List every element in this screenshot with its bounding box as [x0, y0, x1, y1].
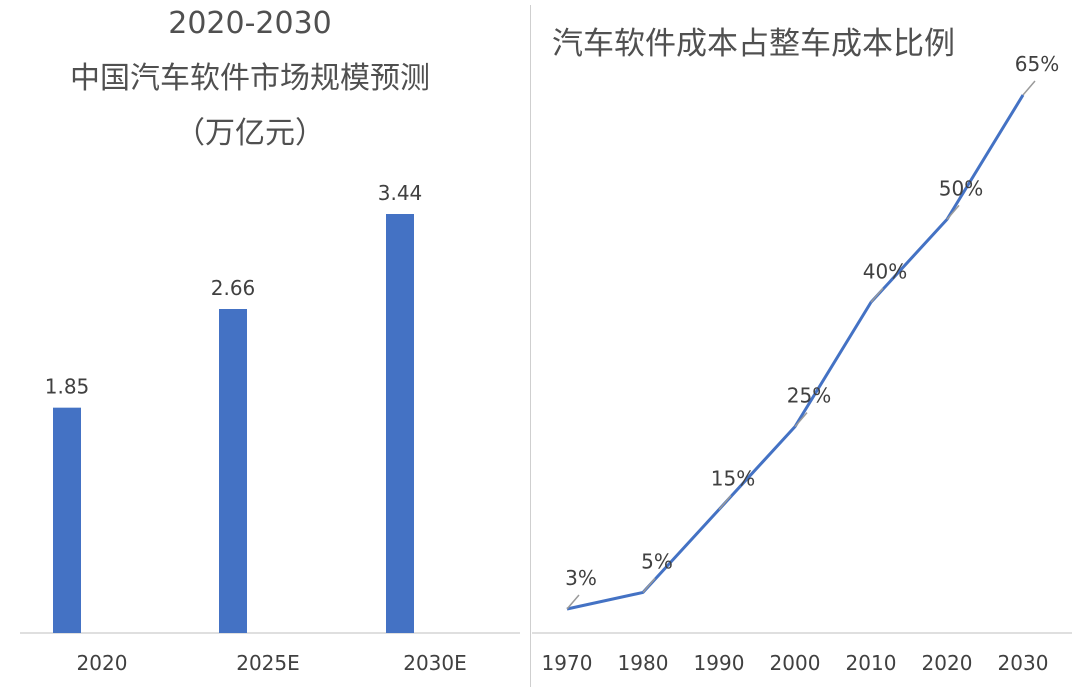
line-x-tick-label: 2030: [998, 651, 1049, 675]
line-data-label: 25%: [787, 384, 831, 408]
line-chart-panel: 汽车软件成本占整车成本比例 3% 1970 5% 1980 15% 1990 25% 2000…: [532, 0, 1080, 691]
bar-2025E: [219, 309, 247, 633]
leader-line: [1022, 80, 1036, 96]
leader-line: [794, 412, 808, 428]
bar-chart-title-line-3: （万亿元）: [175, 116, 325, 151]
line-data-label: 15%: [711, 467, 755, 491]
bar-data-label: 1.85: [45, 375, 90, 399]
line-x-tick-label: 1990: [694, 651, 745, 675]
bar-x-tick-label: 2025E: [236, 651, 300, 675]
bar-data-label: 2.66: [211, 276, 256, 300]
bar-chart-panel: 2020-2030 中国汽车软件市场规模预测 （万亿元） 1.85 2020 2.6…: [0, 0, 530, 691]
line-data-label: 65%: [1015, 52, 1059, 76]
bar-chart-plot: 1.85 2020 2.66 2025E 3.44 2030E: [20, 181, 520, 675]
line-series: [566, 94, 1025, 611]
bar-2030E: [386, 214, 414, 633]
leader-line: [718, 495, 732, 511]
leader-line: [642, 577, 656, 593]
line-data-label: 50%: [939, 176, 983, 200]
leader-line: [870, 287, 884, 303]
line-x-tick-label: 2010: [846, 651, 897, 675]
line-data-label: 3%: [565, 566, 597, 590]
bar-data-label: 3.44: [378, 181, 423, 205]
line-x-tick-label: 1980: [618, 651, 669, 675]
line-chart-title: 汽车软件成本占整车成本比例: [552, 26, 955, 62]
line-data-label: 40%: [863, 259, 907, 283]
leader-line: [566, 594, 580, 610]
bar-2020: [53, 407, 81, 633]
line-chart-plot: 3% 1970 5% 1980 15% 1990 25% 2000 40% 2010 50% 2020…: [532, 52, 1072, 675]
bar-chart-title-line-2: 中国汽车软件市场规模预测: [70, 61, 430, 96]
line-data-label: 5%: [641, 549, 673, 573]
leader-line: [946, 204, 960, 220]
bar-x-tick-label: 2020: [77, 651, 128, 675]
line-x-tick-label: 1970: [542, 651, 593, 675]
line-x-tick-label: 2020: [922, 651, 973, 675]
line-x-tick-label: 2000: [770, 651, 821, 675]
bar-chart-title-line-1: 2020-2030: [168, 6, 332, 41]
bar-x-tick-label: 2030E: [403, 651, 467, 675]
panel-divider: [530, 5, 531, 687]
